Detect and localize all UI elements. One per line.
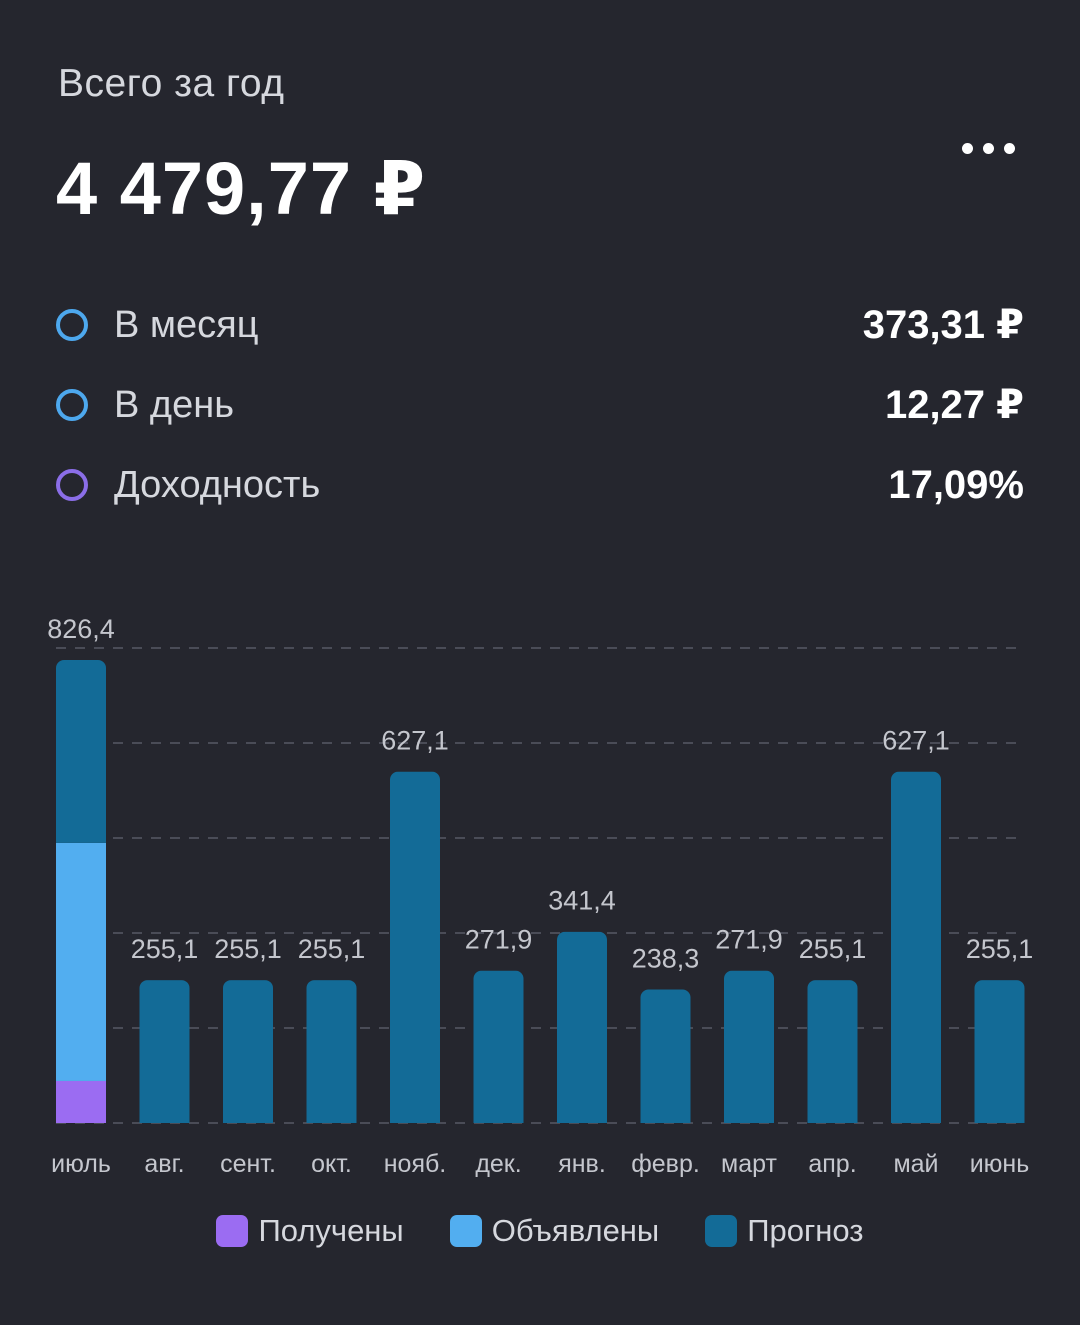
legend-swatch (216, 1215, 249, 1247)
bar-value-label: 238,3 (632, 943, 700, 973)
stat-row-yield: Доходность 17,09% (56, 460, 1024, 510)
bar-segment (56, 842, 106, 1081)
stat-value: 17,09% (888, 462, 1024, 507)
stat-row-per-day: В день 12,27 ₽ (56, 380, 1024, 430)
more-horizontal-icon (1003, 142, 1015, 154)
bar-stack (139, 980, 190, 1123)
bar-stack (891, 771, 941, 1123)
bar-segment (891, 771, 941, 1123)
x-tick-label: март (721, 1150, 777, 1178)
bar-stack (807, 980, 858, 1123)
bar-stack (724, 970, 774, 1123)
circle-icon (56, 309, 88, 341)
legend-label: Получены (258, 1213, 404, 1248)
legend-label: Объявлены (491, 1213, 660, 1248)
legend-item-forecast[interactable]: Прогноз (705, 1213, 864, 1249)
bar-stack (56, 660, 106, 1123)
x-tick-label: авг. (144, 1150, 184, 1178)
x-tick-label: сент. (220, 1150, 276, 1178)
stat-label: В месяц (114, 303, 259, 346)
x-tick-label: июль (51, 1150, 111, 1178)
chart-legend: Получены Объявлены Прогноз (0, 1206, 1080, 1256)
bar-segment (807, 980, 858, 1123)
legend-item-announced[interactable]: Объявлены (449, 1213, 660, 1249)
bar-segment (390, 771, 440, 1123)
legend-swatch (705, 1215, 738, 1247)
bar-stack (473, 970, 524, 1123)
bar-segment (306, 980, 357, 1123)
x-tick-label: июнь (970, 1150, 1030, 1178)
stat-value: 373,31 ₽ (862, 303, 1024, 347)
stat-value: 12,27 ₽ (884, 383, 1024, 427)
x-tick-label: май (893, 1150, 938, 1178)
stat-label: Доходность (114, 463, 321, 506)
bar-stack (306, 980, 357, 1123)
bar-value-label: 826,4 (47, 614, 115, 644)
more-options-button[interactable] (948, 128, 1028, 168)
bar-stack (557, 931, 607, 1123)
bar-value-label: 255,1 (966, 934, 1034, 964)
grid (56, 647, 1022, 1124)
bar-segment (223, 980, 273, 1123)
more-horizontal-icon (961, 142, 973, 154)
x-tick-label: дек. (475, 1150, 521, 1178)
total-amount: 4 479,77 ₽ (56, 147, 427, 230)
subtitle: Всего за год (58, 62, 285, 105)
bar-stack (223, 980, 273, 1123)
bar-value-label: 627,1 (381, 726, 449, 756)
stat-row-per-month: В месяц 373,31 ₽ (56, 300, 1024, 350)
bar-stack (640, 989, 691, 1123)
bar-value-label: 255,1 (799, 934, 867, 964)
stat-label: В день (114, 383, 234, 426)
x-tick-label: янв. (558, 1150, 606, 1178)
bar-stack (390, 771, 440, 1123)
legend-label: Прогноз (747, 1213, 864, 1248)
bar-segment (473, 970, 524, 1123)
bar-chart: 826,4 июль 255,1 авг. 255,1 сент. 255,1 окт. 627… (47, 614, 1034, 1178)
bar-segment (139, 980, 190, 1123)
more-horizontal-icon (982, 142, 994, 154)
x-tick-label: нояб. (384, 1150, 447, 1178)
bar-stack (974, 980, 1025, 1123)
bar-segment (724, 970, 774, 1123)
x-tick-label: апр. (808, 1150, 856, 1178)
legend-item-received[interactable]: Получены (216, 1213, 404, 1249)
bar-segment (557, 931, 607, 1123)
bar-value-label: 341,4 (548, 886, 616, 916)
bar-value-label: 271,9 (465, 925, 533, 955)
x-tick-label: февр. (631, 1150, 700, 1178)
bar-value-label: 255,1 (131, 934, 199, 964)
circle-icon (56, 389, 88, 421)
legend-swatch (449, 1215, 482, 1247)
bar-value-label: 627,1 (882, 726, 950, 756)
bar-segment (640, 989, 691, 1123)
bar-segment (56, 660, 106, 843)
bar-segment (974, 980, 1025, 1123)
x-tick-label: окт. (311, 1150, 352, 1178)
circle-icon (56, 469, 88, 501)
bar-value-label: 255,1 (298, 934, 366, 964)
bar-value-label: 255,1 (214, 934, 282, 964)
bar-segment (56, 1080, 106, 1123)
bar-value-label: 271,9 (715, 925, 783, 955)
